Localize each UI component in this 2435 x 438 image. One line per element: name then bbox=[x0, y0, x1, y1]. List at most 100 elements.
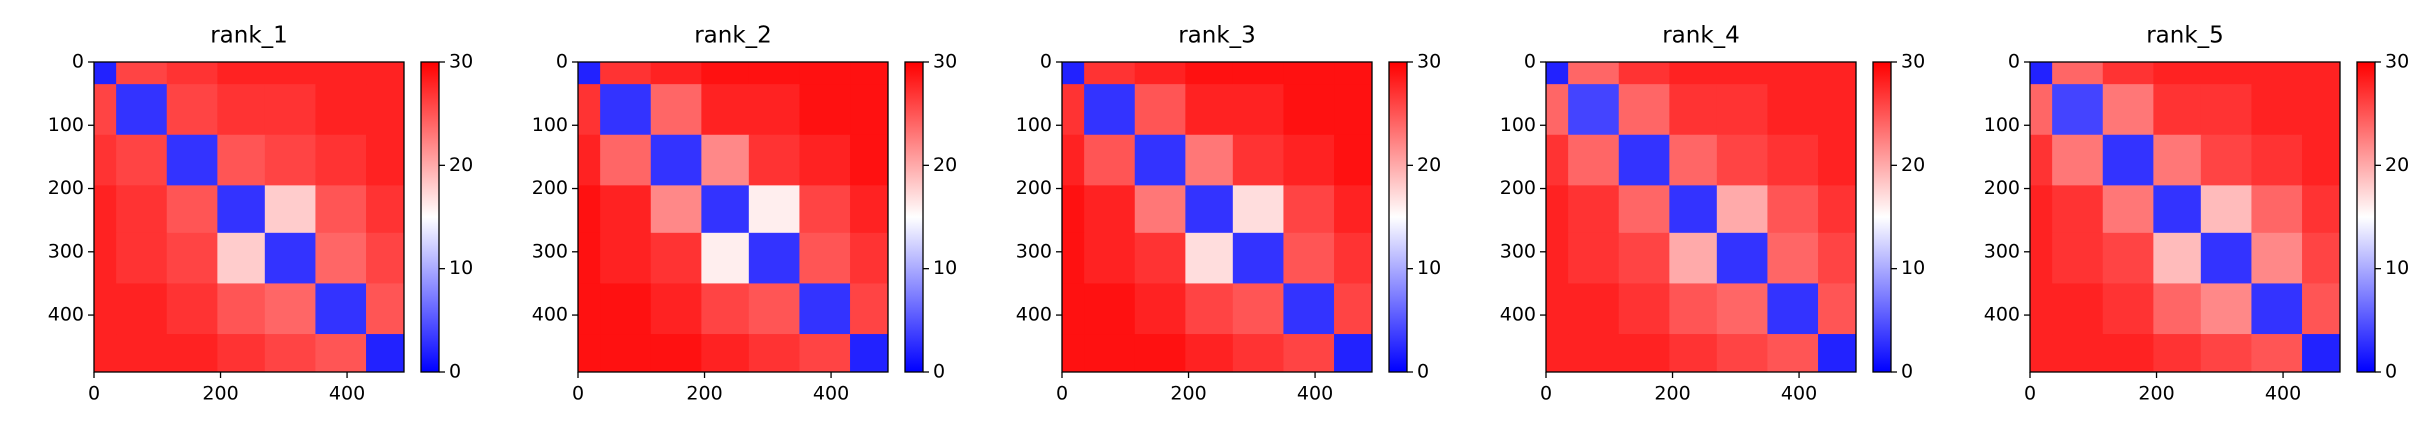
heatmap-cell bbox=[2302, 283, 2341, 335]
colorbar-tick-label: 10 bbox=[449, 257, 473, 279]
plot-frame bbox=[1545, 61, 1857, 373]
heatmap-cell bbox=[264, 134, 316, 186]
colorbar-tick-label: 30 bbox=[933, 51, 957, 73]
heatmap-cell bbox=[799, 84, 851, 136]
heatmap-cell bbox=[1134, 232, 1186, 284]
y-tick-label: 100 bbox=[1500, 114, 1536, 136]
heatmap-cell bbox=[2200, 84, 2252, 136]
heatmap-cell bbox=[1084, 334, 1136, 373]
heatmap-cell bbox=[850, 134, 889, 186]
colorbar bbox=[904, 61, 924, 373]
heatmap-cell bbox=[600, 134, 652, 186]
y-tick-label: 200 bbox=[532, 177, 568, 199]
heatmap-cell bbox=[116, 232, 168, 284]
panel-title: rank_5 bbox=[2146, 23, 2224, 49]
heatmap-cell bbox=[217, 62, 266, 85]
heatmap-cell bbox=[850, 283, 889, 335]
heatmap-cell bbox=[1716, 185, 1768, 234]
heatmap-cell bbox=[1185, 283, 1234, 335]
heatmap-cell bbox=[264, 283, 316, 335]
colorbar-tick-label: 0 bbox=[2385, 361, 2397, 383]
heatmap-cell bbox=[1818, 84, 1857, 136]
heatmap-cell bbox=[315, 84, 367, 136]
heatmap-cell bbox=[799, 334, 851, 373]
colorbar-tick-label: 30 bbox=[1417, 51, 1441, 73]
y-tick-label: 300 bbox=[48, 240, 84, 262]
heatmap-cell bbox=[1134, 62, 1186, 85]
y-tick-label: 100 bbox=[48, 114, 84, 136]
x-tick-label: 400 bbox=[1781, 383, 1817, 405]
heatmap-cell bbox=[799, 62, 851, 85]
x-tick-label: 200 bbox=[1170, 383, 1206, 405]
heatmap-cell bbox=[1185, 84, 1234, 136]
heatmap-cell bbox=[1334, 283, 1373, 335]
heatmap-cell bbox=[1185, 134, 1234, 186]
heatmap-cell bbox=[94, 232, 117, 284]
heatmap-cell bbox=[748, 232, 800, 284]
heatmap-cell bbox=[2052, 334, 2104, 373]
heatmap-cell bbox=[578, 84, 601, 136]
heatmap-cell bbox=[366, 232, 405, 284]
heatmap-cell bbox=[1232, 185, 1284, 234]
heatmap-cell bbox=[264, 62, 316, 85]
heatmap-cell bbox=[217, 134, 266, 186]
heatmap-cell bbox=[1232, 283, 1284, 335]
heatmap-cell bbox=[2251, 62, 2303, 85]
heatmap-cell bbox=[748, 283, 800, 335]
heatmap-cell bbox=[748, 334, 800, 373]
heatmap-cell bbox=[2200, 283, 2252, 335]
heatmap-cell bbox=[116, 84, 168, 136]
heatmap-cell bbox=[1232, 334, 1284, 373]
heatmap-cell bbox=[1134, 134, 1186, 186]
heatmap-cell bbox=[600, 283, 652, 335]
heatmap-cell bbox=[166, 185, 218, 234]
y-tick-label: 400 bbox=[532, 304, 568, 326]
heatmap-cell bbox=[94, 185, 117, 234]
y-tick-label: 400 bbox=[1984, 304, 2020, 326]
heatmap-cell bbox=[578, 62, 601, 85]
heatmap-cell bbox=[1062, 232, 1085, 284]
heatmap-cell bbox=[1232, 134, 1284, 186]
colorbar-tick-label: 10 bbox=[2385, 257, 2409, 279]
x-tick-label: 0 bbox=[88, 383, 100, 405]
heatmap-cell bbox=[94, 283, 117, 335]
heatmap-cell bbox=[850, 185, 889, 234]
heatmap-cell bbox=[1546, 232, 1569, 284]
heatmap-cell bbox=[366, 84, 405, 136]
plot-frame bbox=[1061, 61, 1373, 373]
heatmap-cell bbox=[1716, 232, 1768, 284]
heatmap-cell bbox=[1669, 62, 1718, 85]
heatmap-cell bbox=[650, 134, 702, 186]
x-tick-label: 200 bbox=[686, 383, 722, 405]
colorbar-tick-label: 20 bbox=[1901, 154, 1925, 176]
heatmap-cell bbox=[650, 334, 702, 373]
heatmap-cell bbox=[1185, 62, 1234, 85]
heatmap-cell bbox=[1618, 62, 1670, 85]
heatmap-cell bbox=[1062, 334, 1085, 373]
heatmap-cell bbox=[650, 84, 702, 136]
colorbar-tick-label: 0 bbox=[933, 361, 945, 383]
heatmap-cell bbox=[366, 134, 405, 186]
heatmap-cell bbox=[116, 134, 168, 186]
heatmap-cell bbox=[1669, 185, 1718, 234]
heatmap-cell bbox=[315, 232, 367, 284]
y-tick-label: 0 bbox=[72, 51, 84, 73]
heatmap-cell bbox=[1283, 134, 1335, 186]
heatmap-cell bbox=[2200, 62, 2252, 85]
heatmap-cell bbox=[2251, 185, 2303, 234]
heatmap-cell bbox=[315, 134, 367, 186]
heatmap-cell bbox=[748, 62, 800, 85]
heatmap-cell bbox=[2052, 134, 2104, 186]
heatmap-cell bbox=[366, 334, 405, 373]
heatmap-cell bbox=[315, 334, 367, 373]
heatmap-cell bbox=[1767, 232, 1819, 284]
panel-title: rank_2 bbox=[694, 23, 772, 49]
heatmap-cell bbox=[850, 84, 889, 136]
heatmap-cell bbox=[1062, 283, 1085, 335]
heatmap-cell bbox=[1084, 62, 1136, 85]
heatmap-cell bbox=[2302, 185, 2341, 234]
heatmap-cell bbox=[1767, 283, 1819, 335]
heatmap-cell bbox=[166, 283, 218, 335]
heatmap-cell bbox=[166, 232, 218, 284]
